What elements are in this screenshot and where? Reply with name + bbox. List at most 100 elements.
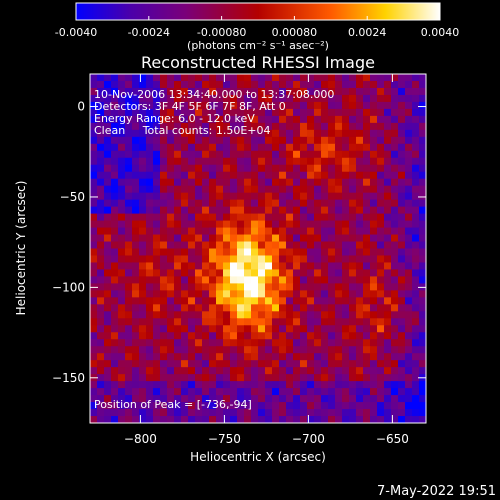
heatmap-cell bbox=[265, 332, 273, 340]
heatmap-cell bbox=[209, 346, 217, 354]
heatmap-cell bbox=[111, 199, 119, 208]
heatmap-cell bbox=[272, 150, 280, 159]
heatmap-cell bbox=[244, 157, 252, 166]
heatmap-cell bbox=[97, 143, 105, 152]
heatmap-cell bbox=[251, 101, 259, 110]
heatmap-cell bbox=[223, 87, 231, 96]
heatmap-cell bbox=[307, 367, 315, 375]
y-tick-label: −150 bbox=[52, 371, 85, 385]
heatmap-cell bbox=[321, 304, 329, 312]
heatmap-cell bbox=[90, 248, 98, 256]
heatmap-cell bbox=[174, 87, 182, 96]
heatmap-cell bbox=[139, 206, 147, 215]
heatmap-cell bbox=[223, 360, 231, 368]
heatmap-cell bbox=[104, 318, 112, 326]
heatmap-cell bbox=[195, 199, 203, 208]
heatmap-cell bbox=[391, 136, 399, 145]
heatmap-cell bbox=[265, 115, 273, 124]
heatmap-cell bbox=[251, 122, 259, 131]
heatmap-cell bbox=[307, 325, 315, 333]
heatmap-cell bbox=[216, 164, 224, 173]
heatmap-cell bbox=[237, 332, 245, 340]
heatmap-cell bbox=[174, 94, 182, 103]
heatmap-cell bbox=[160, 290, 168, 298]
heatmap-cell bbox=[237, 80, 245, 89]
heatmap-cell bbox=[384, 395, 392, 403]
heatmap-cell bbox=[216, 192, 224, 201]
heatmap-cell bbox=[209, 143, 217, 152]
heatmap-cell bbox=[342, 122, 350, 131]
heatmap-cell bbox=[300, 241, 308, 249]
heatmap-cell bbox=[384, 108, 392, 117]
heatmap-cell bbox=[384, 178, 392, 187]
heatmap-cell bbox=[398, 395, 406, 403]
heatmap-cell bbox=[160, 241, 168, 249]
heatmap-cell bbox=[237, 409, 245, 417]
heatmap-cell bbox=[195, 227, 203, 236]
heatmap-cell bbox=[293, 220, 301, 229]
heatmap-cell bbox=[419, 318, 426, 326]
heatmap-cell bbox=[321, 388, 329, 396]
heatmap-cell bbox=[300, 311, 308, 319]
heatmap-cell bbox=[258, 409, 266, 417]
heatmap-cell bbox=[335, 80, 343, 89]
heatmap-cell bbox=[167, 353, 175, 361]
heatmap-cell bbox=[419, 74, 426, 82]
heatmap-cell bbox=[398, 74, 406, 82]
heatmap-cell bbox=[293, 115, 301, 124]
heatmap-cell bbox=[125, 213, 133, 222]
heatmap-cell bbox=[139, 164, 147, 173]
heatmap-cell bbox=[272, 129, 280, 138]
heatmap-cell bbox=[104, 269, 112, 277]
heatmap-cell bbox=[279, 101, 287, 110]
heatmap-cell bbox=[244, 318, 252, 326]
heatmap-cell bbox=[223, 346, 231, 354]
heatmap-cell bbox=[209, 360, 217, 368]
heatmap-cell bbox=[349, 171, 357, 180]
heatmap-cell bbox=[335, 381, 343, 389]
heatmap-cell bbox=[195, 276, 203, 284]
heatmap-cell bbox=[314, 269, 322, 277]
heatmap-cell bbox=[384, 262, 392, 270]
heatmap-cell bbox=[363, 234, 371, 243]
heatmap-cell bbox=[111, 276, 119, 284]
heatmap-cell bbox=[384, 339, 392, 347]
heatmap-cell bbox=[167, 227, 175, 236]
heatmap-cell bbox=[181, 94, 189, 103]
heatmap-cell bbox=[139, 171, 147, 180]
heatmap-cell bbox=[118, 297, 126, 305]
heatmap-cell bbox=[377, 227, 385, 236]
heatmap-cell bbox=[391, 164, 399, 173]
heatmap-cell bbox=[111, 108, 119, 117]
heatmap-cell bbox=[419, 87, 426, 96]
heatmap-cell bbox=[328, 283, 336, 291]
heatmap-cell bbox=[412, 87, 420, 96]
heatmap-cell bbox=[160, 346, 168, 354]
heatmap-cell bbox=[321, 339, 329, 347]
heatmap-cell bbox=[370, 402, 378, 410]
heatmap-cell bbox=[167, 269, 175, 277]
heatmap-cell bbox=[251, 150, 259, 159]
heatmap-cell bbox=[279, 199, 287, 208]
heatmap-cell bbox=[391, 129, 399, 138]
heatmap-cell bbox=[202, 74, 210, 82]
heatmap-cell bbox=[349, 325, 357, 333]
heatmap-cell bbox=[356, 388, 364, 396]
heatmap-cell bbox=[244, 150, 252, 159]
heatmap-cell bbox=[377, 213, 385, 222]
heatmap-cell bbox=[405, 297, 413, 305]
heatmap-cell bbox=[153, 409, 161, 417]
heatmap-cell bbox=[181, 227, 189, 236]
heatmap-cell bbox=[209, 178, 217, 187]
heatmap-cell bbox=[104, 290, 112, 298]
heatmap-cell bbox=[202, 325, 210, 333]
heatmap-cell bbox=[139, 339, 147, 347]
heatmap-cell bbox=[188, 171, 196, 180]
heatmap-cell bbox=[307, 129, 315, 138]
heatmap-cell bbox=[286, 374, 294, 382]
heatmap-cell bbox=[237, 234, 245, 243]
heatmap-cell bbox=[174, 171, 182, 180]
heatmap-cell bbox=[335, 409, 343, 417]
heatmap-cell bbox=[307, 80, 315, 89]
heatmap-cell bbox=[237, 185, 245, 194]
